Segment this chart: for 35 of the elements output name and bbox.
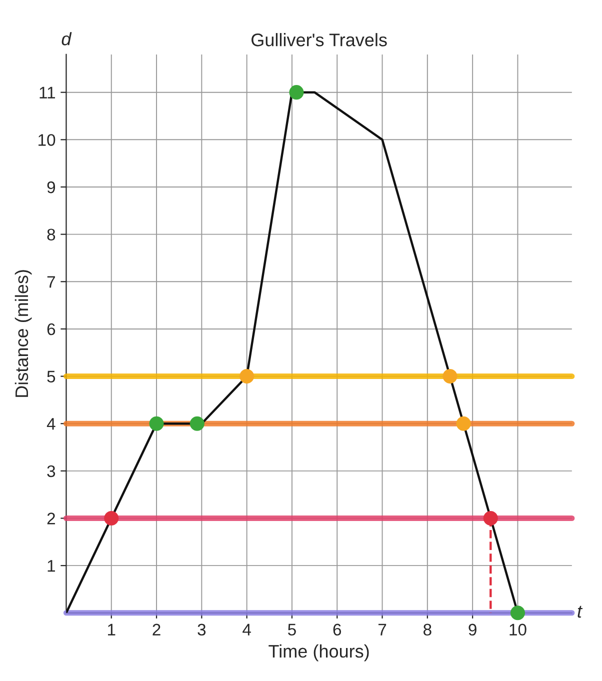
x-tick-label: 6 [333,624,342,636]
point [104,510,119,526]
point [289,85,304,100]
y-tick-label: 7 [47,276,55,288]
x-tick-label: 5 [288,624,296,636]
y-axis-title: Distance (miles) [14,270,32,397]
x-tick-label: 9 [468,624,476,636]
x-tick-label: 4 [242,624,251,636]
y-tick-label: 6 [47,323,56,336]
x-tick-label: 1 [108,624,116,636]
x-axis-title: Time (hours) [268,644,369,662]
x-tick-label: 10 [510,624,526,636]
y-tick-label: 9 [47,181,56,194]
point [483,510,498,526]
x-tick-label: 8 [424,624,432,636]
point [442,369,458,384]
text: t [578,606,583,618]
y-tick-label: 5 [47,370,56,382]
x-tick-label: 2 [152,624,160,636]
point [190,416,204,431]
y-tick-label: 3 [47,465,56,478]
y-tick-label: 10 [38,134,56,146]
point [510,606,526,620]
y-tick-label: 11 [40,86,55,98]
text: d [62,32,72,46]
x-tick-label: 3 [198,624,206,636]
x-tick-label: 7 [378,624,386,636]
y-tick-label: 4 [46,418,56,430]
y-tick-label: 1 [48,560,55,572]
y-tick-label: 2 [47,512,55,524]
chart-title: Gulliver's Travels [252,33,387,46]
point [240,369,254,384]
point [456,416,471,431]
y-tick-label: 8 [47,228,56,241]
point [149,416,164,431]
